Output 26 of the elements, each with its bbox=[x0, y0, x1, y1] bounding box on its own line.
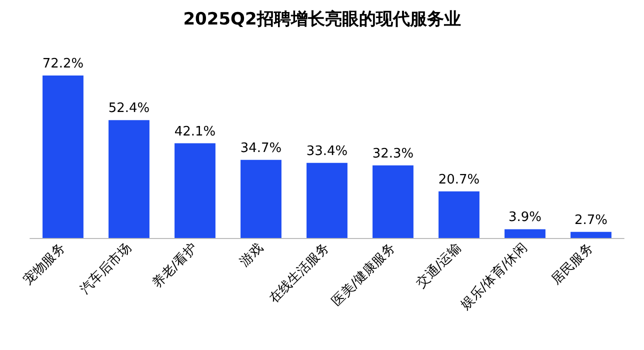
x-tick-label: 养老/看护 bbox=[149, 240, 200, 292]
data-label: 20.7% bbox=[438, 172, 480, 188]
x-tick-label: 医美/健康服务 bbox=[328, 240, 398, 310]
bar bbox=[306, 162, 348, 238]
x-tick-label: 宠物服务 bbox=[20, 240, 68, 288]
x-tick-label: 居民服务 bbox=[548, 240, 596, 288]
data-label: 52.4% bbox=[108, 101, 150, 116]
data-label: 33.4% bbox=[306, 144, 348, 159]
x-tick-label: 汽车后市场 bbox=[78, 240, 134, 298]
data-label: 32.3% bbox=[372, 146, 414, 162]
chart-title: 2025Q2招聘增长亮眼的现代服务业 bbox=[183, 10, 461, 30]
data-label: 34.7% bbox=[240, 140, 282, 156]
bar bbox=[42, 76, 84, 238]
x-tick-label: 游戏 bbox=[237, 240, 266, 270]
x-tick-label: 交通/运输 bbox=[413, 240, 464, 292]
bar bbox=[372, 165, 414, 238]
data-label: 42.1% bbox=[174, 124, 216, 140]
bar bbox=[108, 120, 150, 238]
bar bbox=[504, 229, 546, 238]
bar bbox=[174, 143, 216, 238]
data-label: 72.2% bbox=[42, 56, 84, 72]
bar bbox=[570, 232, 612, 238]
bar bbox=[240, 160, 282, 238]
data-label: 2.7% bbox=[574, 212, 608, 228]
bar bbox=[438, 191, 480, 238]
data-label: 3.9% bbox=[508, 210, 542, 226]
